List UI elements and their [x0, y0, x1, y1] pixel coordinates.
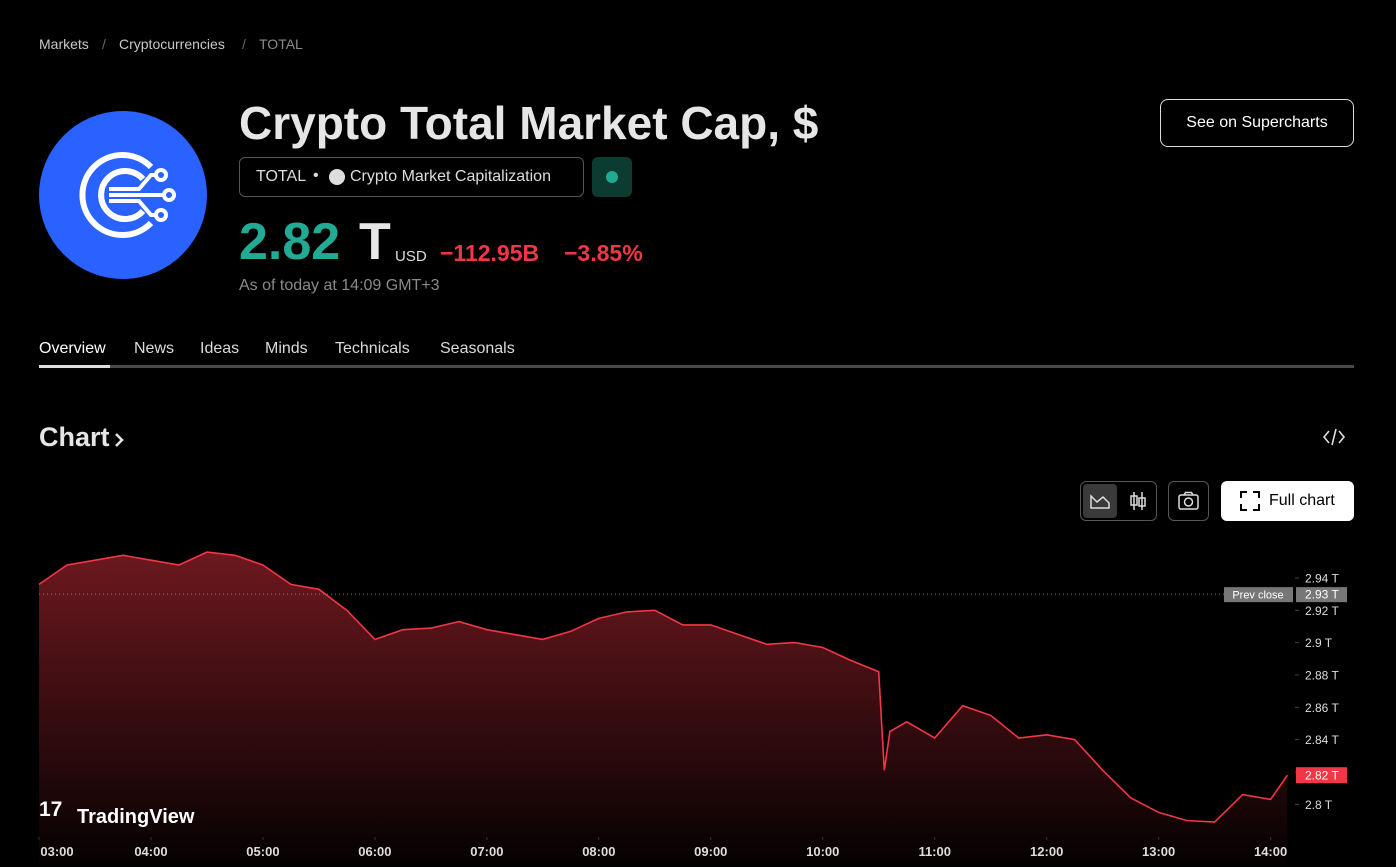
currency: USD: [395, 248, 427, 265]
watermark: TradingView: [77, 806, 195, 828]
x-tick-label: 04:00: [134, 844, 167, 859]
prev-close-value: 2.93 T: [1305, 588, 1339, 602]
page-title: Crypto Total Market Cap, $: [239, 97, 819, 149]
x-tick-label: 07:00: [470, 844, 503, 859]
timestamp: As of today at 14:09 GMT+3: [239, 277, 440, 294]
area-icon: [1090, 494, 1110, 509]
watermark-logo: 17: [39, 798, 62, 821]
y-tick-label: 2.9 T: [1305, 636, 1333, 650]
full-chart-button[interactable]: Full chart: [1221, 481, 1354, 521]
y-tick-label: 2.88 T: [1305, 668, 1339, 682]
area-style-button[interactable]: [1083, 484, 1117, 518]
x-tick-label: 14:00: [1254, 844, 1287, 859]
snapshot-button[interactable]: [1168, 481, 1209, 521]
symbol-description: Crypto Market Capitalization: [350, 168, 551, 185]
camera-icon: [1178, 491, 1199, 510]
symbol-badge[interactable]: TOTAL • Crypto Market Capitalization: [239, 157, 584, 197]
chart-style-toggle: [1080, 481, 1157, 521]
separator: /: [102, 36, 106, 52]
market-status[interactable]: [592, 157, 632, 197]
price-line: [38, 551, 1289, 823]
price-unit: T: [359, 213, 391, 271]
symbol-logo: [39, 111, 207, 279]
prev-close-label: Prev close: [1232, 590, 1283, 602]
prev-close-value-tag: [1296, 587, 1347, 603]
y-tick-label: 2.94 T: [1305, 571, 1339, 585]
symbol: TOTAL: [256, 168, 307, 185]
separator: /: [242, 36, 246, 52]
status-dot: [606, 171, 618, 183]
x-tick-label: 13:00: [1142, 844, 1175, 859]
x-tick-label: 09:00: [694, 844, 727, 859]
fullscreen-icon: [1240, 491, 1260, 511]
breadcrumb[interactable]: Markets: [39, 36, 89, 52]
button-label: See on Supercharts: [1186, 114, 1328, 131]
button-label: Full chart: [1269, 492, 1335, 509]
chart: Prev close 2.8 T 2.82 T 2.84 T 2.86 T 2.88 T 2…: [38, 551, 1347, 865]
dot: •: [313, 167, 319, 184]
area-fill: [39, 552, 1288, 865]
supercharts-button[interactable]: See on Supercharts: [1160, 99, 1354, 147]
tab[interactable]: Minds: [265, 340, 308, 357]
exchange-icon: [329, 169, 345, 185]
tab-indicator: [39, 365, 110, 368]
y-tick-label: 2.84 T: [1305, 733, 1339, 747]
breadcrumb[interactable]: Cryptocurrencies: [119, 36, 225, 52]
x-tick-label: 06:00: [358, 844, 391, 859]
candles-style-button[interactable]: [1121, 484, 1155, 518]
x-tick-label: 05:00: [246, 844, 279, 859]
price-change-percent: −3.85%: [564, 240, 643, 266]
tab[interactable]: Seasonals: [440, 340, 515, 357]
tab[interactable]: Overview: [39, 340, 106, 357]
tab[interactable]: Technicals: [335, 340, 410, 357]
y-tick-label: 2.8 T: [1305, 798, 1333, 812]
embed-icon[interactable]: [1322, 427, 1346, 447]
x-tick-label: 03:00: [40, 844, 73, 859]
price-change: −112.95B: [440, 240, 540, 266]
x-tick-label: 11:00: [918, 844, 951, 859]
breadcrumb: TOTAL: [259, 36, 303, 52]
x-tick-label: 08:00: [582, 844, 615, 859]
last-value-label: 2.82 T: [1305, 769, 1339, 783]
tab[interactable]: News: [134, 340, 175, 357]
price-value: 2.82: [239, 213, 341, 271]
prev-close-tag: [1224, 587, 1293, 603]
x-tick-label: 12:00: [1030, 844, 1063, 859]
tab-track: [39, 365, 1354, 368]
section-title[interactable]: Chart: [39, 422, 110, 452]
last-value-tag: [1296, 767, 1347, 784]
y-tick-label: 2.92 T: [1305, 604, 1339, 618]
y-tick-label: 2.86 T: [1305, 701, 1339, 715]
x-tick-label: 10:00: [806, 844, 839, 859]
tab[interactable]: Ideas: [200, 340, 240, 357]
chevron-icon: [115, 433, 124, 447]
